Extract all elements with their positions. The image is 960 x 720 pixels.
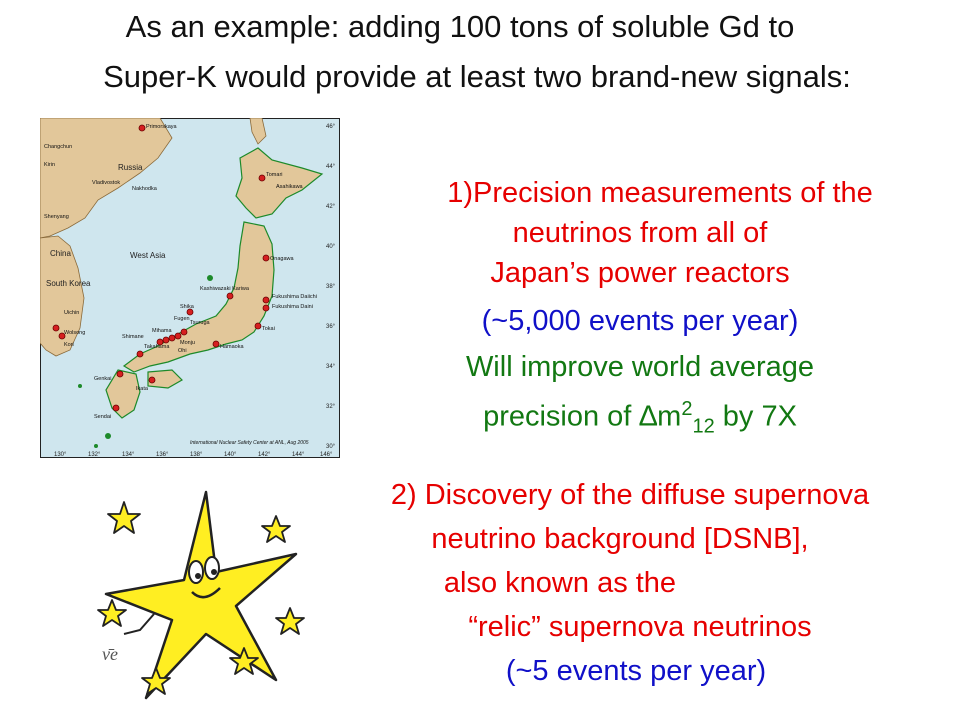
title-line-1: As an example: adding 100 tons of solubl… xyxy=(125,9,795,44)
lat-tick: 46° xyxy=(326,124,336,130)
lon-tick: 130° xyxy=(54,452,67,458)
map-label-russia: Russia xyxy=(118,163,143,172)
item1-line1: 1)Precision measurements of the xyxy=(447,177,873,209)
lon-tick: 134° xyxy=(122,452,135,458)
map-label-fukushima-daini: Fukushima Daini xyxy=(272,304,313,310)
lon-tick: 138° xyxy=(190,452,203,458)
lat-tick: 40° xyxy=(326,244,336,250)
precision-suffix: by 7X xyxy=(714,400,797,433)
big-star xyxy=(104,490,298,700)
map-label-takahama: Takahama xyxy=(144,344,170,350)
lat-tick: 44° xyxy=(326,164,336,170)
item1-line2: neutrinos from all of xyxy=(512,217,768,249)
title-line-2: Super-K would provide at least two brand… xyxy=(103,59,851,94)
map-label-west-asia: West Asia xyxy=(130,251,166,260)
map-label-monju: Monju xyxy=(180,340,195,346)
map-label-shika: Shika xyxy=(180,304,195,310)
map-label-fukushima-daiichi: Fukushima Daiichi xyxy=(272,294,317,300)
map-label-hamaoka: Hamaoka xyxy=(220,344,244,350)
map-label-vladivostok: Vladivostok xyxy=(92,180,120,186)
lat-tick: 38° xyxy=(326,284,336,290)
map-label-nakhodka: Nakhodka xyxy=(132,186,158,192)
antineutrino-symbol: ν̄e xyxy=(102,644,118,664)
map-label-kashiwazaki: Kashiwazaki Kariwa xyxy=(200,286,250,292)
lat-tick: 42° xyxy=(326,204,336,210)
lon-tick: 132° xyxy=(88,452,101,458)
exponent: 2 xyxy=(681,398,693,420)
lat-tick: 30° xyxy=(326,444,336,450)
item2-line2: neutrino background [DSNB], xyxy=(431,523,809,555)
item2-line3: also known as the xyxy=(443,567,677,599)
map-label-uichin: Uichin xyxy=(64,310,79,316)
item1-line3: Japan’s power reactors xyxy=(490,257,790,289)
map-label-genkai: Genkai xyxy=(94,376,111,382)
item1-improve-line1: Will improve world average xyxy=(465,351,815,383)
map-label-kirin: Kirin xyxy=(44,162,55,168)
map-label-china: China xyxy=(50,249,71,258)
map-label-sendai: Sendai xyxy=(94,414,111,420)
item1-improve-line2: precision of ∆m212 by 7X xyxy=(340,390,940,445)
supernova-star-cartoon: ν̄e xyxy=(97,490,305,700)
map-label-tomari: Tomari xyxy=(266,172,283,178)
map-label-ohi: Ohi xyxy=(178,348,187,354)
item1-events: (~5,000 events per year) xyxy=(481,305,799,337)
lat-tick: 36° xyxy=(326,324,336,330)
lon-tick: 140° xyxy=(224,452,237,458)
lon-tick: 136° xyxy=(156,452,169,458)
lon-tick: 146° xyxy=(320,452,333,458)
japan-reactor-map: Russia China South Korea West Asia Tomar… xyxy=(40,118,340,458)
map-label-asahikawa: Asahikawa xyxy=(276,184,304,190)
map-label-primorskaya: Primorskaya xyxy=(146,124,178,130)
subscript: 12 xyxy=(692,415,715,438)
item2-line1: 2) Discovery of the diffuse supernova xyxy=(390,479,870,511)
map-label-shimane: Shimane xyxy=(122,334,144,340)
lat-tick: 32° xyxy=(326,404,336,410)
map-label-changchun: Changchun xyxy=(44,144,72,150)
item2-events: (~5 events per year) xyxy=(505,655,767,687)
map-label-mihama: Mihama xyxy=(152,328,173,334)
lon-tick: 142° xyxy=(258,452,271,458)
map-label-wolsong: Wolsong xyxy=(64,330,85,336)
lon-tick: 144° xyxy=(292,452,305,458)
item2-line4: “relic” supernova neutrinos xyxy=(468,611,812,643)
precision-prefix: precision of ∆m xyxy=(483,400,682,433)
map-label-tokai: Tokai xyxy=(262,326,275,332)
map-label-tsuruga: Tsuruga xyxy=(190,320,211,326)
lat-tick: 34° xyxy=(326,364,336,370)
map-label-kori: Kori xyxy=(64,342,74,348)
map-label-south-korea: South Korea xyxy=(46,279,91,288)
map-label-shenyang: Shenyang xyxy=(44,214,69,220)
map-label-fugen: Fugen xyxy=(174,316,190,322)
map-credit: International Nuclear Safety Center at A… xyxy=(190,440,309,446)
map-label-onagawa: Onagawa xyxy=(270,256,294,262)
map-label-ikata: Ikata xyxy=(136,386,149,392)
